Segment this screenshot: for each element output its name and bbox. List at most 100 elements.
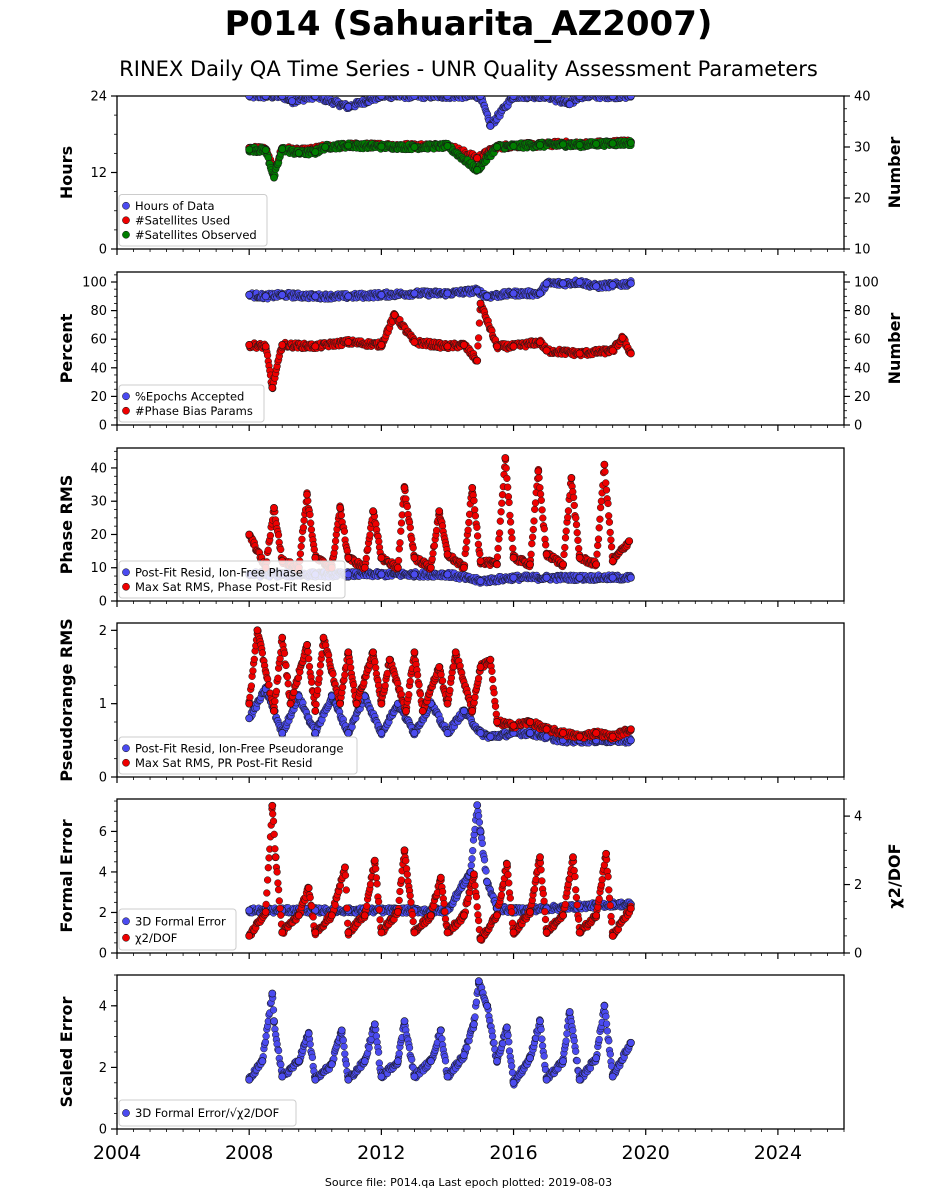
point-red [474, 674, 483, 683]
data-point [344, 553, 353, 562]
y2-tick-label: 40 [854, 361, 871, 376]
data-point [509, 289, 518, 298]
point-red [529, 525, 537, 534]
data-point [536, 338, 544, 346]
data-point [608, 346, 617, 355]
point-red [528, 540, 536, 548]
point-red [495, 529, 504, 537]
data-point [443, 550, 452, 559]
point-red [474, 540, 483, 548]
point-red [396, 539, 404, 547]
data-point [536, 289, 544, 298]
point-red [416, 690, 425, 698]
data-point [336, 503, 344, 512]
point-red [528, 533, 537, 541]
y2-axis-label: Number [885, 137, 904, 209]
point-red [405, 690, 413, 699]
point-red [474, 342, 482, 350]
point-red [488, 675, 497, 684]
point-red [274, 531, 283, 539]
data-point [625, 537, 634, 545]
legend-box [118, 560, 346, 599]
point-red [575, 544, 583, 553]
data-point [575, 141, 584, 149]
point-red [313, 686, 322, 694]
data-point [483, 292, 491, 301]
legend-marker [122, 568, 130, 577]
data-point [542, 346, 551, 355]
legend-marker [122, 201, 130, 210]
data-point [575, 349, 584, 358]
data-point [536, 141, 544, 149]
point-red [415, 681, 423, 689]
data-point [526, 560, 534, 569]
legend-marker [122, 392, 130, 401]
point-red [298, 535, 306, 543]
data-point [542, 96, 551, 100]
data-point [493, 342, 501, 351]
point-red [364, 545, 372, 553]
point-red [573, 529, 581, 537]
data-point [486, 122, 495, 130]
legend-label: #Phase Bias Params [135, 404, 253, 418]
y2-tick-label: 20 [854, 390, 871, 405]
point-red [494, 544, 502, 553]
page-title: P014 (Sahuarita_AZ2007) [224, 4, 713, 44]
point-red [539, 514, 547, 522]
legend: %Epochs Accepted#Phase Bias Params [118, 384, 265, 423]
y2-tick-label: 20 [854, 192, 871, 207]
point-red [406, 523, 414, 532]
legend-box [118, 384, 265, 423]
point-red [476, 550, 484, 558]
point-red [381, 682, 389, 690]
legend-marker [122, 582, 130, 591]
point-red [564, 513, 572, 522]
y-tick-label: 40 [90, 361, 107, 376]
data-points [245, 626, 635, 747]
data-point [377, 570, 386, 579]
data-point [575, 573, 584, 582]
data-point [311, 292, 320, 301]
point-red [473, 523, 481, 531]
data-points [245, 276, 635, 393]
data-point [627, 279, 635, 288]
data-point [245, 530, 254, 539]
point-red [495, 535, 503, 543]
data-point [476, 729, 485, 737]
point-red [464, 526, 472, 534]
data-point [321, 143, 330, 151]
point-red [607, 536, 615, 544]
y-tick-label: 30 [90, 495, 107, 510]
point-red [305, 655, 313, 663]
point-red [502, 464, 510, 472]
point-red [595, 524, 603, 532]
data-point [600, 460, 609, 469]
data-point [410, 338, 419, 346]
point-red [316, 661, 325, 669]
data-point [542, 573, 551, 582]
point-red [397, 519, 406, 527]
data-point [473, 165, 482, 174]
data-point [360, 563, 369, 572]
y-tick-label: 10 [90, 561, 107, 576]
data-point [608, 280, 617, 289]
point-red [250, 655, 258, 663]
data-point [344, 729, 353, 737]
data-point [575, 278, 584, 286]
data-point [278, 290, 287, 299]
point-red [362, 554, 370, 563]
data-point [460, 707, 468, 715]
y-axis-label: Phase RMS [57, 475, 76, 575]
data-point [608, 96, 617, 100]
data-point [278, 96, 287, 100]
data-point [443, 342, 452, 351]
legend-label: #Satellites Used [135, 213, 230, 227]
data-point [410, 289, 419, 298]
data-point [542, 550, 551, 559]
point-red [366, 531, 374, 539]
data-point [245, 290, 254, 299]
data-point [468, 483, 477, 492]
y-tick-label: 0 [99, 419, 107, 434]
point-red [509, 544, 517, 553]
